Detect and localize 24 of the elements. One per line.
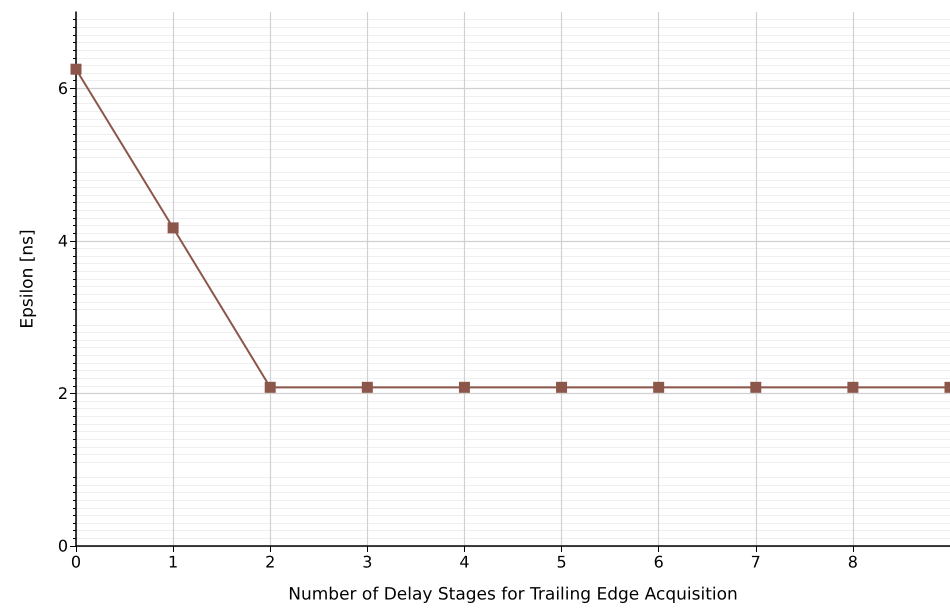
x-tick-label: 3 [362, 552, 372, 572]
point [168, 222, 179, 234]
x-tick-label: 7 [750, 552, 761, 572]
x-tick-label: 4 [459, 552, 470, 572]
x-tick-label: 0 [70, 552, 82, 572]
point [362, 382, 373, 393]
x-tick-label: 6 [654, 552, 664, 572]
y-tick-label: 2 [58, 384, 68, 403]
y-axis-title: Epsilon [ns] [18, 229, 38, 329]
point [70, 64, 82, 75]
y-tick-label: 6 [58, 78, 68, 98]
point [458, 382, 470, 393]
x-tick-label: 1 [168, 552, 178, 572]
point [847, 382, 858, 393]
x-tick-label: 8 [848, 552, 858, 572]
x-tick-label: 2 [265, 552, 276, 572]
y-tick-label: 4 [58, 231, 68, 250]
point [653, 382, 664, 393]
x-axis-title: Number of Delay Stages for Trailing Edge Acquisition [288, 584, 738, 604]
point [264, 382, 276, 393]
point [556, 382, 568, 393]
point [750, 382, 762, 393]
y-tick-label: 0 [58, 536, 68, 556]
x-tick-label: 5 [556, 552, 567, 572]
